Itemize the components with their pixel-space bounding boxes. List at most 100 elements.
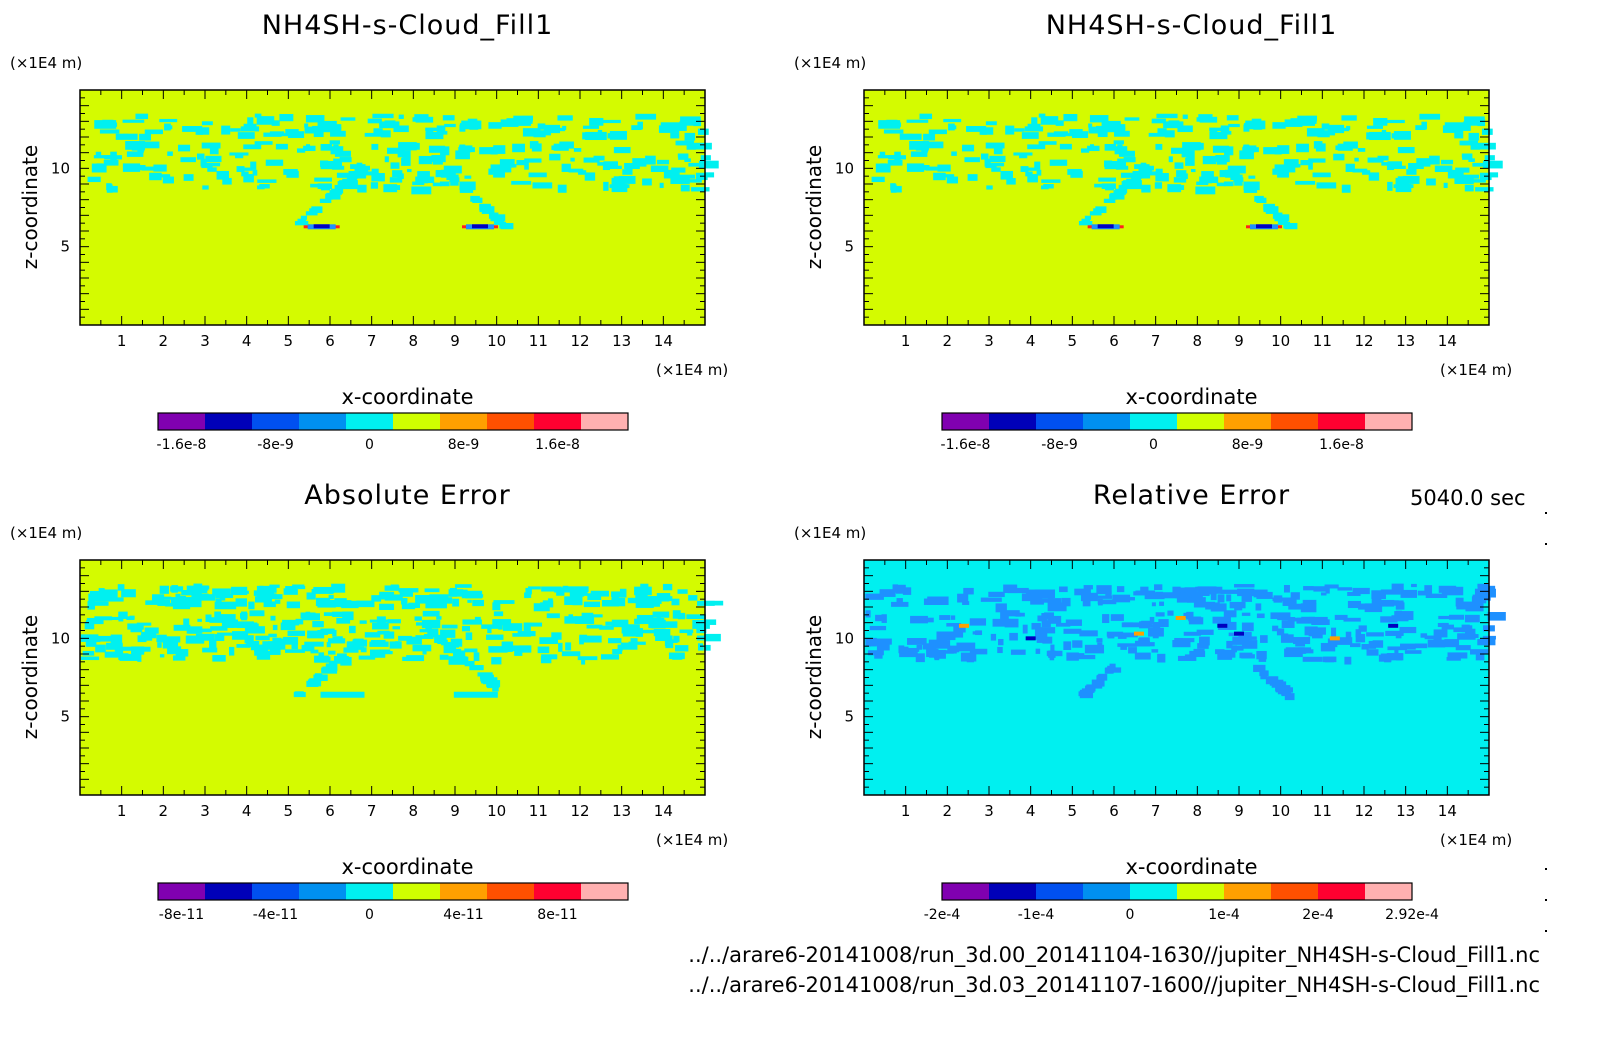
cloud-cell — [865, 610, 871, 618]
cloud-cell — [618, 175, 636, 184]
cloud-cell — [186, 585, 208, 594]
cloud-cell — [1234, 603, 1243, 611]
cloud-cell — [92, 595, 107, 602]
cloud-cell — [286, 601, 301, 609]
cloud-cell — [1239, 150, 1254, 160]
cloud-cell — [865, 593, 884, 600]
cloud-cell — [1470, 144, 1481, 150]
cloud-cell — [697, 600, 715, 606]
cloud-cell — [117, 584, 125, 591]
cloud-cell — [1315, 143, 1326, 152]
cloud-cell — [95, 638, 101, 643]
cloud-cell — [240, 612, 248, 619]
cloud-cell — [144, 627, 159, 634]
cloud-cell — [1006, 178, 1016, 185]
cloud-cell — [675, 645, 689, 652]
cloud-cell — [328, 594, 334, 599]
cloud-cell — [1272, 168, 1278, 175]
cloud-cell — [254, 113, 262, 118]
cloud-cell — [480, 674, 494, 680]
cloud-cell — [474, 616, 481, 622]
cloud-cell — [241, 171, 249, 177]
cloud-cell — [254, 648, 266, 656]
cloud-cell — [934, 652, 940, 661]
cloud-cell — [493, 611, 504, 617]
cloud-cell — [320, 160, 329, 167]
cloud-cell — [658, 620, 663, 626]
x-tick-label: 5 — [1068, 332, 1078, 350]
colorbar-segment — [1036, 413, 1083, 430]
cloud-cell — [406, 655, 425, 662]
cloud-cell — [377, 630, 390, 635]
cloud-cell — [236, 621, 254, 629]
cloud-cell — [492, 602, 501, 611]
cloud-cell — [1036, 637, 1047, 643]
cloud-cell — [252, 169, 258, 176]
cloud-cell — [1223, 610, 1237, 618]
cloud-cell — [979, 127, 988, 135]
cloud-cell — [1300, 160, 1310, 166]
cloud-cell — [1290, 592, 1300, 600]
cloud-cell — [537, 123, 546, 130]
cloud-cell — [648, 619, 657, 629]
cloud-cell — [1167, 610, 1174, 616]
cloud-cell — [1171, 147, 1190, 154]
cloud-cell — [597, 129, 603, 134]
cloud-cell — [171, 585, 179, 593]
y-tick-label: 5 — [60, 238, 70, 256]
cloud-cell — [1047, 602, 1067, 612]
cloud-cell — [99, 589, 118, 599]
cloud-cell — [1475, 187, 1494, 192]
cloud-cell — [640, 583, 649, 590]
cloud-cell — [1109, 193, 1117, 199]
cloud-cell — [939, 615, 951, 620]
cloud-structure-layer — [871, 113, 1503, 230]
cloud-cell — [401, 157, 411, 166]
cloud-cell — [543, 124, 561, 134]
cloud-cell — [1472, 162, 1485, 167]
cloud-cell — [263, 601, 276, 608]
cloud-cell — [980, 153, 989, 160]
colorbar-segment — [1224, 413, 1271, 430]
cloud-cell — [876, 642, 890, 651]
colorbar-segment — [1177, 413, 1224, 430]
cloud-cell — [262, 641, 282, 650]
cloud-cell — [946, 176, 958, 184]
cloud-cell — [1027, 144, 1046, 150]
cloud-cell — [1441, 622, 1449, 630]
colorbar-segment — [393, 883, 440, 900]
cloud-cell — [332, 629, 337, 637]
cloud-cell — [159, 585, 169, 594]
cloud-cell — [219, 594, 226, 601]
cloud-cell — [285, 649, 305, 653]
cloud-cell — [1096, 585, 1112, 595]
cloud-cell — [1300, 603, 1317, 613]
cloud-cell — [1209, 131, 1228, 140]
cloud-cell — [1097, 674, 1105, 680]
y-axis-label: z-coordinate — [802, 144, 826, 270]
cloud-cell — [122, 119, 145, 123]
cloud-cell — [305, 211, 318, 216]
cloud-cell — [1219, 649, 1236, 658]
cloud-cell — [1080, 148, 1090, 153]
cloud-cell — [425, 622, 432, 631]
error-hotspot — [1329, 636, 1340, 641]
cloud-cell — [524, 593, 532, 598]
cloud-cell — [624, 163, 640, 170]
cloud-cell — [230, 128, 241, 132]
cloud-cell — [205, 614, 212, 623]
cloud-cell — [172, 600, 191, 610]
cloud-cell — [167, 151, 173, 156]
cloud-cell — [1055, 120, 1064, 126]
cloud-cell — [881, 614, 887, 623]
cloud-cell — [1320, 642, 1336, 652]
cloud-cell — [165, 602, 179, 607]
cloud-cell — [95, 151, 102, 158]
cloud-cell — [922, 643, 936, 650]
cloud-cell — [1122, 622, 1134, 627]
cloud-cell — [1343, 141, 1358, 149]
cloud-cell — [551, 145, 563, 151]
x-tick-label: 2 — [943, 332, 953, 350]
cloud-cell — [679, 121, 700, 126]
cloud-cell — [371, 595, 382, 602]
